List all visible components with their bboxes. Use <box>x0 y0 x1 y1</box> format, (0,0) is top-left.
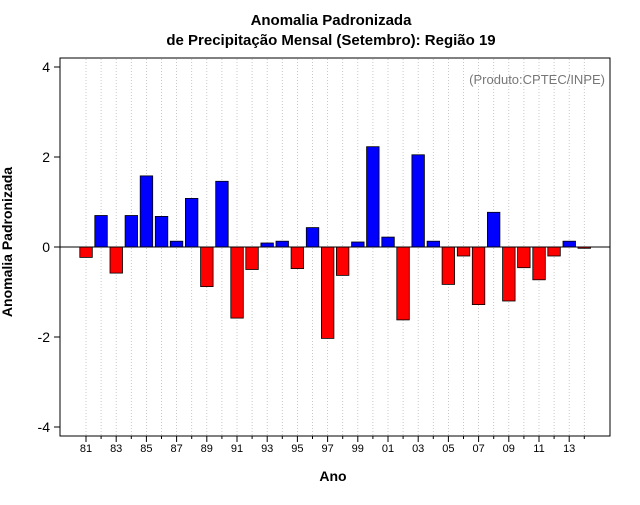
bar-1982 <box>94 215 108 248</box>
x-tick-label: 87 <box>170 443 182 455</box>
bar-1985 <box>139 175 154 248</box>
x-tick-label: 03 <box>412 443 424 455</box>
bar-2004 <box>426 240 441 248</box>
bar-1989 <box>200 246 214 287</box>
bar-1981 <box>79 246 93 258</box>
chart-subtitle: de Precipitação Mensal (Setembro): Regiã… <box>166 32 495 49</box>
bar-2001 <box>381 236 395 248</box>
x-tick-label: 09 <box>503 443 515 455</box>
x-tick-label: 99 <box>352 443 364 455</box>
bar-1998 <box>335 246 350 276</box>
bar-1997 <box>320 246 335 339</box>
x-tick-label: 95 <box>291 443 303 455</box>
bar-2012 <box>547 246 561 257</box>
x-tick-label: 91 <box>231 443 243 455</box>
y-axis: -4 -2 0 2 4 <box>38 59 60 435</box>
y-tick-label: -4 <box>38 419 51 435</box>
bar-2010 <box>517 246 531 269</box>
bar-1994 <box>275 240 289 248</box>
bar-1990 <box>215 180 229 248</box>
bar-1999 <box>351 241 365 248</box>
bar-1992 <box>245 246 259 270</box>
bar-1986 <box>154 215 169 248</box>
bar-2006 <box>456 246 471 257</box>
x-tick-label: 97 <box>321 443 333 455</box>
bar-1988 <box>184 197 199 248</box>
x-tick-label: 85 <box>140 443 152 455</box>
x-tick-label: 83 <box>110 443 122 455</box>
x-tick-label: 01 <box>382 443 394 455</box>
bar-2013 <box>562 240 576 248</box>
x-axis-title: Ano <box>319 468 346 484</box>
x-tick-label: 11 <box>533 443 544 455</box>
y-tick-label: -2 <box>38 329 51 345</box>
y-tick-label: 4 <box>42 59 50 75</box>
credit-text: (Produto:CPTEC/INPE) <box>469 72 605 87</box>
x-tick-label: 07 <box>472 443 484 455</box>
bar-1983 <box>109 246 123 274</box>
bar-1991 <box>230 246 244 319</box>
bar-1996 <box>305 227 320 248</box>
bar-1987 <box>169 240 184 248</box>
bar-1984 <box>124 215 138 248</box>
y-axis-title: Anomalia Padronizada <box>0 167 15 317</box>
bars <box>79 146 591 339</box>
bar-2008 <box>486 211 501 248</box>
x-tick-label: 93 <box>261 443 273 455</box>
x-tick-label: 89 <box>201 443 213 455</box>
y-tick-label: 0 <box>42 239 50 255</box>
chart-title: Anomalia Padronizada <box>251 12 413 29</box>
bar-2003 <box>411 154 425 248</box>
x-tick-label: 05 <box>442 443 454 455</box>
bar-2000 <box>366 146 380 248</box>
y-tick-label: 2 <box>42 149 50 165</box>
bar-1995 <box>290 246 305 270</box>
bar-2007 <box>471 246 486 305</box>
bar-2002 <box>396 246 410 321</box>
bar-1993 <box>260 242 274 248</box>
x-tick-label: 13 <box>563 443 575 455</box>
x-tick-label: 81 <box>80 443 92 455</box>
bar-2009 <box>502 246 516 302</box>
bar-2011 <box>532 246 546 281</box>
x-axis: 81 83 85 87 89 91 93 95 97 99 01 03 05 07 09 11 13 <box>80 436 585 455</box>
bar-2005 <box>441 246 456 285</box>
